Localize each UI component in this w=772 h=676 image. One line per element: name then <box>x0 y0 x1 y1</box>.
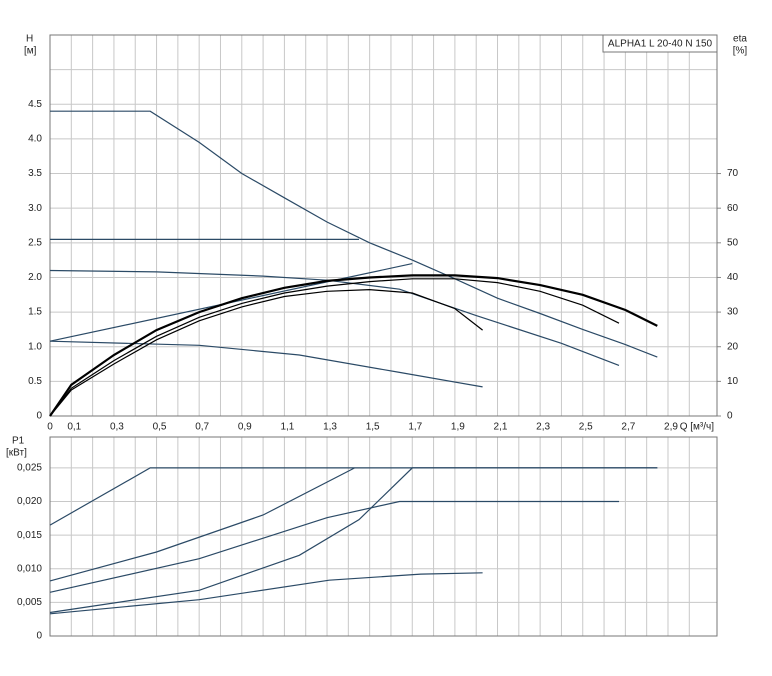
x-tick-label: 0,3 <box>110 422 124 433</box>
plot-border <box>49 436 718 637</box>
y-axis-label: H <box>26 34 33 45</box>
y-tick-label: 0 <box>36 411 42 422</box>
plot-area <box>50 437 717 636</box>
plot-area <box>50 35 717 416</box>
y2-tick-label: 50 <box>727 237 739 248</box>
x-tick-label: 1,1 <box>280 422 294 433</box>
x-tick-label: 0,7 <box>195 422 209 433</box>
curve <box>49 467 658 614</box>
x-tick-label: 2,1 <box>494 422 508 433</box>
y2-tick-label: 30 <box>727 307 739 318</box>
y-tick-label: 0 <box>36 631 42 642</box>
x-tick-label: 1,7 <box>408 422 422 433</box>
x-tick-label: 1,9 <box>451 422 465 433</box>
y2-axis-unit: [%] <box>733 46 748 57</box>
y-tick-label: 3.5 <box>28 168 42 179</box>
x-tick-label: 2,9 <box>664 422 678 433</box>
y-tick-label: 4.0 <box>28 134 42 145</box>
x-tick-label: 1,3 <box>323 422 337 433</box>
y-tick-label: 2.0 <box>28 272 42 283</box>
y-tick-label: 4.5 <box>28 99 42 110</box>
y-tick-label: 0,025 <box>17 463 42 474</box>
y-tick-label: 2.5 <box>28 237 42 248</box>
x-axis-label: Q [м³/ч] <box>680 422 715 433</box>
x-tick-label: 0 <box>47 422 53 433</box>
x-tick-label: 2,5 <box>579 422 593 433</box>
y-tick-label: 0,005 <box>17 597 42 608</box>
y-tick-label: 1.5 <box>28 307 42 318</box>
chart-title: ALPHA1 L 20-40 N 150 <box>608 39 713 50</box>
y-tick-label: 0,020 <box>17 496 42 507</box>
curve <box>49 278 620 417</box>
y-axis-unit: [м] <box>24 46 37 57</box>
title-box <box>602 34 718 53</box>
y-tick-label: 0,010 <box>17 563 42 574</box>
x-tick-label: 0,1 <box>67 422 81 433</box>
y2-tick-label: 70 <box>727 168 739 179</box>
x-tick-label: 2,3 <box>536 422 550 433</box>
curve <box>49 500 619 593</box>
y2-tick-label: 20 <box>727 341 739 352</box>
y2-axis-label: eta <box>733 34 747 45</box>
plot-border <box>49 34 718 417</box>
y-axis-label: P1 <box>12 436 25 447</box>
curve <box>49 572 483 615</box>
curve <box>49 467 355 582</box>
y-tick-label: 3.0 <box>28 203 42 214</box>
y2-tick-label: 40 <box>727 272 739 283</box>
y2-tick-label: 10 <box>727 376 739 387</box>
curve <box>49 288 483 417</box>
x-tick-label: 0,9 <box>238 422 252 433</box>
curve <box>49 269 620 366</box>
curve <box>50 110 658 358</box>
x-tick-label: 0,5 <box>153 422 167 433</box>
x-tick-label: 2,7 <box>621 422 635 433</box>
y-axis-unit: [кВт] <box>6 448 27 459</box>
y-tick-label: 0,015 <box>17 530 42 541</box>
curve <box>49 274 658 417</box>
y-tick-label: 0.5 <box>28 376 42 387</box>
y2-tick-label: 0 <box>727 411 733 422</box>
y2-tick-label: 60 <box>727 203 739 214</box>
x-tick-label: 1,5 <box>366 422 380 433</box>
y-tick-label: 1.0 <box>28 341 42 352</box>
